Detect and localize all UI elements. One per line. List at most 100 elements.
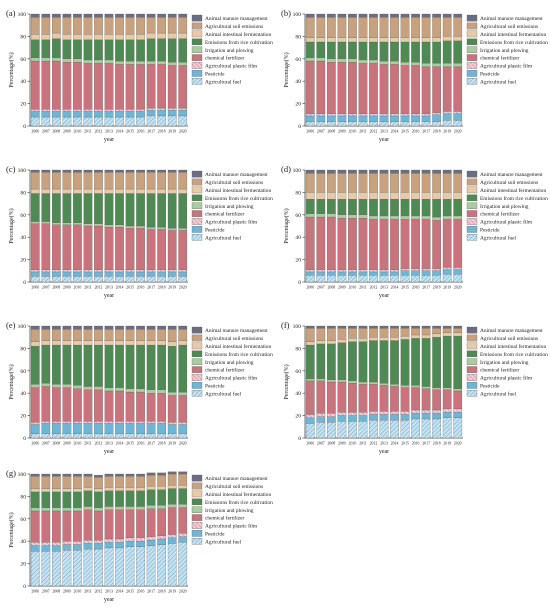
bar-pesticide-2011 [358,415,368,422]
bar-animal-intestinal-fermentation-2014 [115,188,124,194]
legend-swatch-animal-manure-management [191,326,203,334]
bar-chemical-fertilizer-2020 [453,219,463,268]
bar-irrigation-and-plowing-2014 [390,384,399,387]
bar-agricultural-plastic-film-2015 [400,268,410,271]
bar-agricultural-fuel-2020 [453,120,463,127]
x-tick-label: 2016 [137,130,145,134]
bar-agricultural-soil-emissions-2011 [358,328,368,339]
bar-agricultural-fuel-2018 [157,115,167,127]
y-tick-label: 60 [20,213,26,219]
bar-chemical-fertilizer-2009 [62,510,72,542]
bar-pesticide-2014 [115,271,124,277]
bar-pesticide-2014 [115,423,124,434]
bar-animal-intestinal-fermentation-2011 [83,487,93,491]
bar-agricultural-plastic-film-2012 [369,113,378,117]
bar-emissions-from-rice-cultivation-2007 [41,344,51,384]
x-tick-label: 2015 [126,130,134,134]
x-axis-label: year [104,293,114,299]
bar-pesticide-2013 [104,111,114,118]
bar-animal-intestinal-fermentation-2010 [348,192,357,200]
x-tick-label: 2020 [179,130,187,134]
bar-agricultural-soil-emissions-2006 [30,17,40,35]
x-tick-label: 2017 [422,442,430,446]
bar-agricultural-fuel-2014 [115,276,124,283]
bar-irrigation-and-plowing-2015 [125,388,135,393]
bar-chemical-fertilizer-2017 [146,229,156,270]
bar-emissions-from-rice-cultivation-2016 [136,39,145,62]
y-tick-label: 20 [20,414,26,420]
bar-animal-manure-management-2019 [167,325,177,330]
bar-emissions-from-rice-cultivation-2020 [453,335,463,389]
x-tick-label: 2006 [31,590,39,594]
bar-agricultural-plastic-film-2012 [94,421,103,424]
legend-swatch-agricultural-fuel [466,78,478,85]
bar-irrigation-and-plowing-2018 [157,389,167,394]
bar-pesticide-2014 [115,111,124,118]
bar-pesticide-2017 [146,539,156,546]
x-tick-label: 2008 [52,286,60,290]
bar-pesticide-2016 [136,541,145,547]
bar-agricultural-plastic-film-2013 [104,421,114,424]
bar-emissions-from-rice-cultivation-2009 [62,491,72,508]
bar-emissions-from-rice-cultivation-2008 [326,198,336,214]
bar-agricultural-soil-emissions-2015 [125,329,135,341]
bar-pesticide-2010 [348,271,357,276]
bar-agricultural-soil-emissions-2014 [390,328,399,338]
x-tick-label: 2011 [359,130,367,134]
bar-emissions-from-rice-cultivation-2014 [390,198,399,217]
bar-animal-manure-management-2011 [83,325,93,330]
legend-label-pesticide: Pesticide [205,384,225,390]
y-tick-label: 20 [295,102,301,108]
bar-agricultural-plastic-film-2009 [337,412,347,416]
bar-animal-intestinal-fermentation-2015 [125,188,135,194]
bar-animal-manure-management-2015 [400,13,410,18]
x-tick-label: 2006 [31,442,39,446]
bar-pesticide-2014 [390,271,399,276]
bar-animal-manure-management-2011 [358,169,368,174]
bar-pesticide-2018 [157,271,167,277]
bar-chemical-fertilizer-2012 [94,63,103,110]
bar-agricultural-fuel-2017 [146,276,156,283]
y-axis-label: Percentage(%) [8,208,15,243]
bar-agricultural-fuel-2009 [337,121,347,127]
bar-agricultural-fuel-2008 [326,275,336,283]
legend-swatch-pesticide [191,70,203,77]
bar-animal-manure-management-2013 [104,13,114,18]
bar-animal-intestinal-fermentation-2008 [51,188,61,194]
bar-emissions-from-rice-cultivation-2015 [400,41,410,63]
bar-agricultural-soil-emissions-2007 [316,173,326,193]
y-axis-label: Percentage(%) [8,52,15,87]
bar-animal-manure-management-2006 [305,13,315,18]
bar-agricultural-soil-emissions-2017 [421,173,431,193]
bar-chemical-fertilizer-2012 [369,219,378,270]
bar-animal-manure-management-2011 [83,169,93,173]
bar-animal-manure-management-2009 [62,13,72,18]
y-tick-label: 0 [23,280,26,286]
bar-irrigation-and-plowing-2019 [167,62,177,66]
bar-agricultural-plastic-film-2015 [125,109,135,112]
bar-pesticide-2006 [30,111,40,118]
bar-chemical-fertilizer-2014 [115,390,124,422]
bar-agricultural-soil-emissions-2011 [358,17,368,38]
bar-irrigation-and-plowing-2007 [316,213,326,218]
bar-agricultural-soil-emissions-2009 [62,17,72,35]
bar-irrigation-and-plowing-2016 [411,215,420,220]
bar-pesticide-2008 [51,271,61,277]
bar-irrigation-and-plowing-2006 [305,378,315,382]
bar-pesticide-2019 [167,271,177,277]
bar-pesticide-2019 [442,113,452,121]
bar-chemical-fertilizer-2013 [379,64,389,114]
bar-emissions-from-rice-cultivation-2015 [400,339,410,386]
legend-swatch-emissions-from-rice-cultivation [466,38,478,46]
bar-chemical-fertilizer-2010 [73,388,82,422]
bar-animal-manure-management-2018 [157,13,167,18]
bar-irrigation-and-plowing-2011 [358,214,368,219]
bar-agricultural-plastic-film-2014 [390,113,399,117]
bar-agricultural-plastic-film-2007 [316,269,326,273]
bar-animal-manure-management-2010 [348,169,357,174]
x-axis-label: year [104,137,114,143]
bar-pesticide-2015 [125,271,135,277]
bar-pesticide-2013 [379,414,389,421]
legend-label-pesticide: Pesticide [205,532,225,538]
